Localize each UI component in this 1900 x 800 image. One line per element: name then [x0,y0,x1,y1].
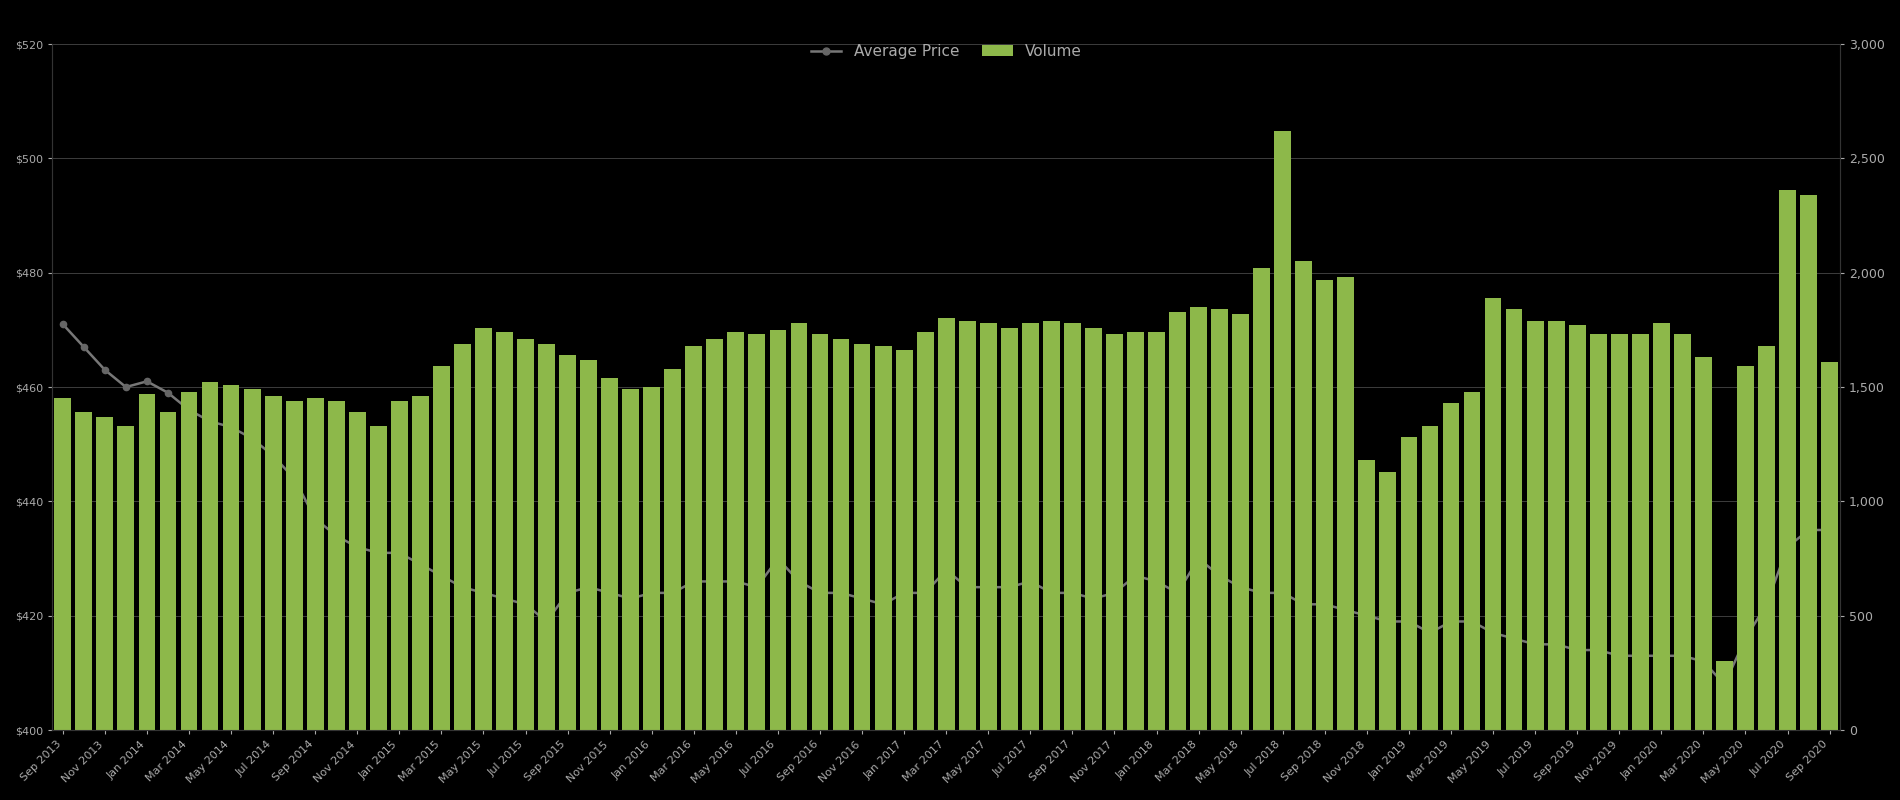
Bar [853,343,870,730]
Bar [538,343,555,730]
Bar [770,330,787,730]
Bar [749,334,766,730]
Bar [1379,472,1396,730]
Bar [1484,298,1501,730]
Bar [118,426,135,730]
Bar [475,327,492,730]
Bar [1822,362,1837,730]
Bar [1421,426,1438,730]
Bar [916,332,933,730]
Bar [1611,334,1628,730]
Bar [1317,279,1334,730]
Bar [1569,326,1586,730]
Bar [243,390,260,730]
Bar [1275,131,1292,730]
Bar [1716,662,1733,730]
Bar [391,401,408,730]
Bar [201,382,219,730]
Bar [139,394,156,730]
Bar [1505,310,1522,730]
Bar [1442,403,1459,730]
Bar [306,398,323,730]
Bar [1799,195,1816,730]
Bar [350,412,365,730]
Bar [790,323,808,730]
Bar [686,346,703,730]
Bar [496,332,513,730]
Bar [412,396,429,730]
Bar [1632,334,1649,730]
Bar [1737,366,1754,730]
Bar [1210,310,1227,730]
Bar [1254,268,1269,730]
Bar [623,390,638,730]
Bar [1590,334,1607,730]
Bar [1528,321,1543,730]
Bar [1674,334,1691,730]
Bar [811,334,828,730]
Bar [1296,262,1313,730]
Bar [517,339,534,730]
Bar [1001,327,1018,730]
Bar [580,360,597,730]
Bar [707,339,724,730]
Bar [1064,323,1081,730]
Bar [1085,327,1102,730]
Legend: Average Price, Volume: Average Price, Volume [806,38,1087,65]
Bar [1400,438,1417,730]
Bar [832,339,849,730]
Bar [1233,314,1248,730]
Bar [644,387,659,730]
Bar [1022,323,1039,730]
Bar [1106,334,1123,730]
Bar [97,417,114,730]
Bar [728,332,745,730]
Bar [1548,321,1564,730]
Bar [264,396,281,730]
Bar [1695,358,1712,730]
Bar [433,366,450,730]
Bar [1778,190,1796,730]
Bar [454,343,471,730]
Bar [874,346,891,730]
Bar [370,426,388,730]
Bar [1168,311,1186,730]
Bar [76,412,93,730]
Bar [1148,332,1165,730]
Bar [180,392,198,730]
Bar [329,401,344,730]
Bar [1758,346,1775,730]
Bar [1463,392,1480,730]
Bar [222,385,239,730]
Bar [559,355,576,730]
Bar [600,378,618,730]
Bar [1653,323,1670,730]
Bar [665,369,682,730]
Bar [960,321,975,730]
Bar [1127,332,1144,730]
Bar [55,398,70,730]
Bar [1043,321,1060,730]
Bar [160,412,177,730]
Bar [285,401,302,730]
Bar [1189,307,1206,730]
Bar [895,350,912,730]
Bar [939,318,954,730]
Bar [1338,278,1355,730]
Bar [980,323,998,730]
Bar [1358,460,1376,730]
